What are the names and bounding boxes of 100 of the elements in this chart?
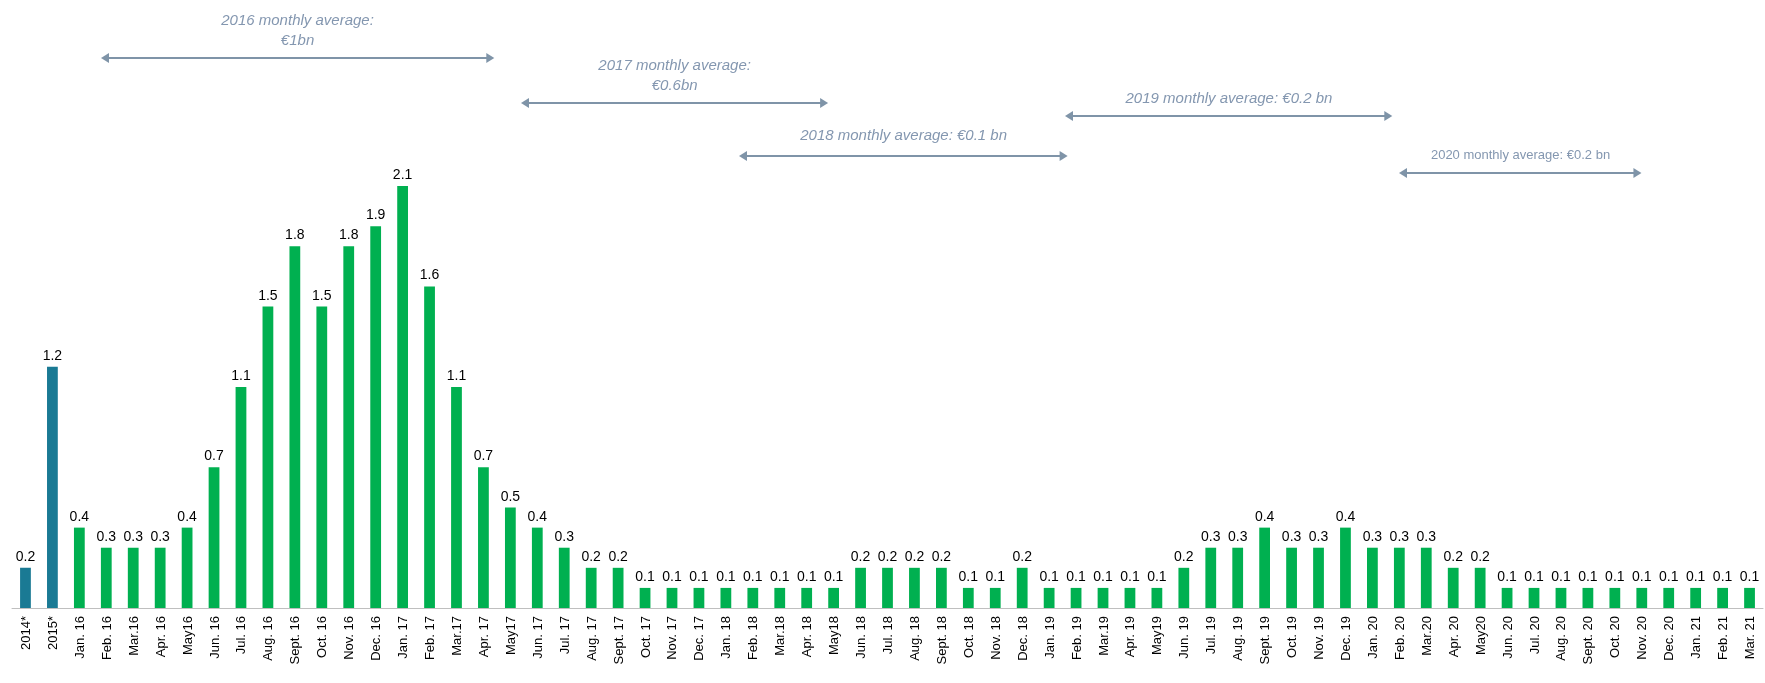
bar: [181, 527, 193, 608]
bar: [343, 246, 355, 608]
data-label: 1.5: [258, 286, 278, 303]
bar: [289, 246, 301, 608]
data-label: 0.3: [1281, 527, 1302, 544]
x-tick-label: May19: [1149, 616, 1165, 656]
bar: [935, 567, 947, 608]
data-label: 0.4: [1254, 507, 1275, 524]
x-tick-label: Oct. 18: [960, 616, 976, 658]
data-label: 0.2: [608, 547, 629, 564]
data-label: 0.1: [716, 567, 736, 584]
x-tick-label: Mar.18: [772, 616, 788, 656]
bar: [1286, 547, 1297, 608]
text: 2020 monthly average: €0.2 bn: [1430, 146, 1611, 164]
x-tick-label: Dec. 17: [691, 616, 707, 661]
data-label: 0.1: [743, 567, 763, 584]
data-label: 0.2: [1012, 547, 1033, 564]
data-label: 0.2: [15, 547, 36, 564]
data-label: 0.1: [796, 567, 817, 584]
x-tick-label: May17: [502, 616, 518, 656]
x-tick-label: Aug. 19: [1230, 616, 1246, 661]
bar: [1151, 587, 1163, 608]
x-tick-label: May16: [179, 616, 195, 656]
x-tick-label: Sept. 20: [1580, 616, 1596, 665]
bar: [639, 587, 651, 608]
x-tick-label: Jul. 19: [1203, 616, 1219, 655]
bar: [531, 527, 543, 608]
x-tick-label: Jan. 17: [395, 616, 411, 659]
data-label: 0.1: [1578, 567, 1598, 584]
bar: [1016, 567, 1028, 608]
data-label: 0.1: [985, 567, 1006, 584]
text: 2016 monthly average: €1bn: [221, 10, 374, 50]
bar: [208, 467, 220, 608]
x-tick-label: Jul. 17: [556, 616, 572, 655]
data-label: 1.1: [446, 366, 467, 383]
bar: [747, 587, 759, 608]
bar: [397, 186, 408, 608]
x-tick-label: Sept. 18: [933, 616, 949, 665]
bar: [1690, 587, 1702, 608]
x-tick-label: Feb. 18: [745, 616, 761, 661]
data-label: 0.1: [1093, 567, 1113, 584]
data-label: 0.4: [527, 507, 548, 524]
bar: [1205, 547, 1217, 608]
bar: [1124, 587, 1136, 608]
bar: [451, 386, 462, 608]
data-label: 0.1: [689, 567, 709, 584]
bar: [1178, 567, 1190, 608]
data-label: 1.8: [339, 226, 359, 243]
bar: [424, 286, 435, 608]
data-label: 1.5: [312, 286, 332, 303]
bar: [1609, 587, 1621, 608]
bar: [316, 306, 328, 608]
x-tick-label: Nov. 18: [987, 616, 1003, 660]
data-label: 0.2: [850, 547, 871, 564]
x-tick-label: Apr. 20: [1445, 616, 1461, 658]
data-label: 0.2: [1174, 547, 1194, 564]
x-tick-label: Oct. 20: [1607, 616, 1623, 658]
bar: [801, 587, 813, 608]
bar: [1393, 547, 1405, 608]
bar: [962, 587, 974, 608]
x-tick-label: Nov. 20: [1634, 616, 1650, 660]
x-tick-label: Mar.16: [125, 616, 141, 656]
data-label: 0.7: [473, 447, 494, 464]
data-label: 0.1: [1685, 567, 1706, 584]
bar: [585, 567, 597, 608]
x-tick-label: Apr. 17: [475, 616, 491, 658]
data-label: 0.3: [150, 527, 171, 544]
data-label: 1.6: [419, 266, 440, 283]
x-tick-label: Mar. 21: [1742, 616, 1758, 660]
bar: [720, 587, 732, 608]
x-tick-label: Jul. 18: [880, 616, 895, 655]
bar: [882, 567, 893, 608]
bar: [1259, 527, 1271, 608]
x-tick-label: Aug. 20: [1553, 616, 1569, 661]
bar: [478, 467, 489, 608]
data-label: 0.5: [500, 487, 521, 504]
x-tick-label: Dec. 16: [368, 616, 384, 661]
bar: [504, 507, 516, 608]
bar: [235, 386, 247, 608]
data-label: 0.1: [1039, 567, 1060, 584]
bar: [1340, 527, 1351, 608]
bar: [693, 587, 705, 608]
x-tick-label: Dec. 18: [1014, 616, 1030, 661]
x-tick-label: Oct. 17: [637, 616, 653, 658]
bar: [73, 527, 85, 608]
data-label: 0.3: [1362, 527, 1383, 544]
data-label: 0.3: [96, 527, 117, 544]
bar: [909, 567, 920, 608]
x-tick-label: Jan. 20: [1364, 616, 1380, 659]
data-label: 0.1: [1120, 567, 1140, 584]
data-label: 0.1: [770, 567, 790, 584]
data-label: 0.1: [1632, 567, 1652, 584]
text: 2018 monthly average: €0.1 bn: [800, 125, 1008, 145]
data-label: 0.4: [69, 507, 90, 524]
x-tick-label: Aug. 18: [906, 616, 922, 661]
bar: [1582, 587, 1594, 608]
x-tick-label: Jul. 16: [233, 616, 249, 655]
data-label: 0.1: [1658, 567, 1679, 584]
data-label: 0.3: [1308, 527, 1329, 544]
bar: [370, 226, 382, 608]
